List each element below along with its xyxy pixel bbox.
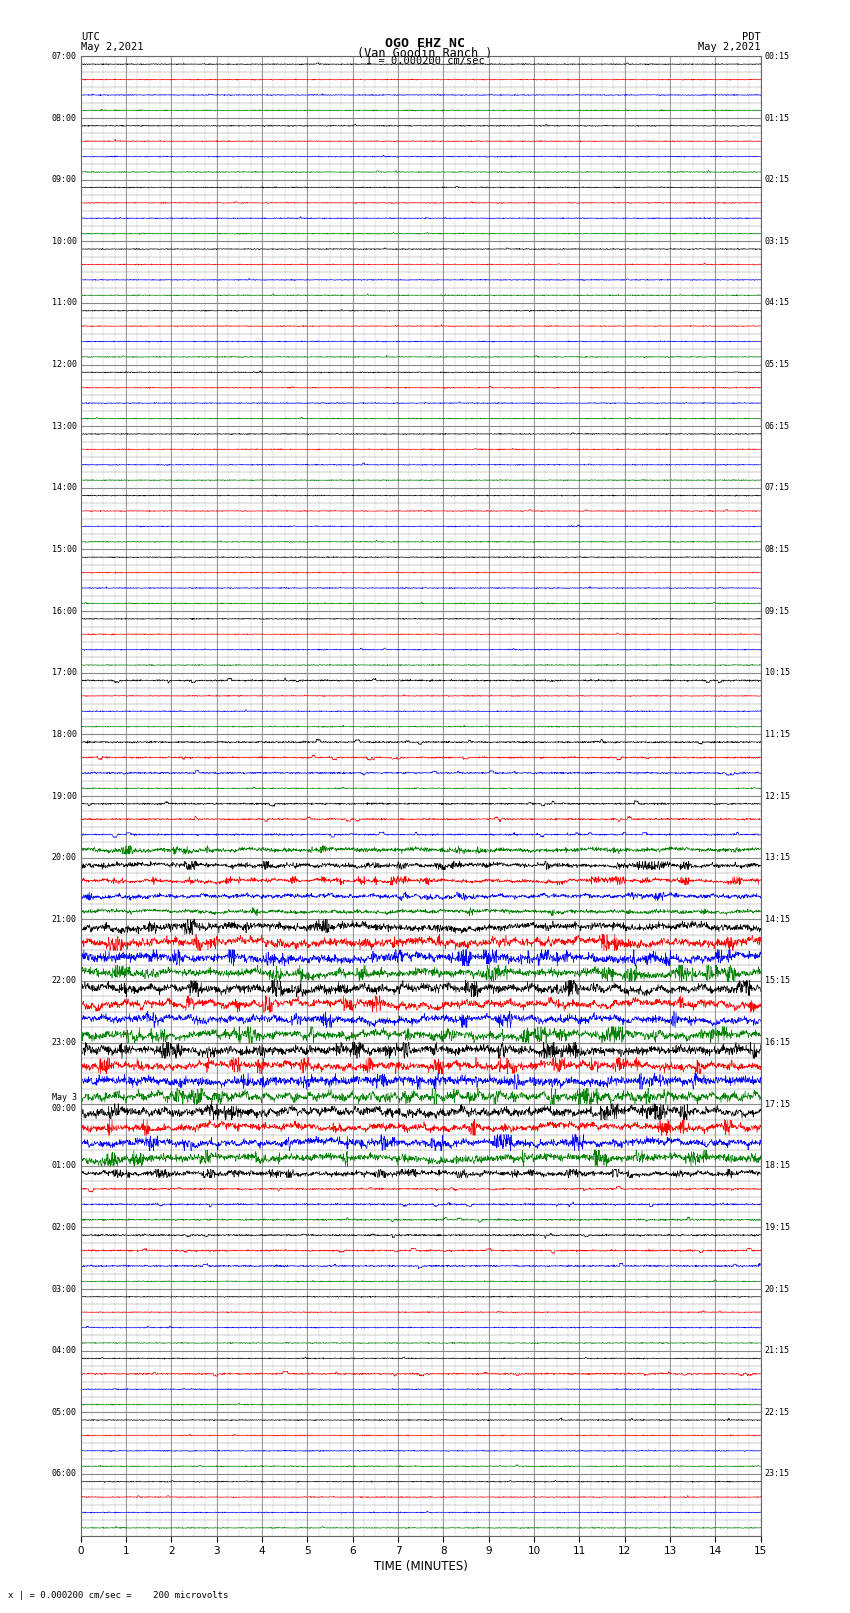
Text: 23:00: 23:00 (52, 1039, 76, 1047)
Text: 10:00: 10:00 (52, 237, 76, 245)
Text: 12:00: 12:00 (52, 360, 76, 369)
Text: 04:00: 04:00 (52, 1347, 76, 1355)
Text: 00:15: 00:15 (765, 52, 790, 61)
Text: 20:00: 20:00 (52, 853, 76, 861)
Text: PDT: PDT (742, 32, 761, 42)
Text: UTC: UTC (81, 32, 99, 42)
Text: 10:15: 10:15 (765, 668, 790, 677)
Text: 17:00: 17:00 (52, 668, 76, 677)
Text: 03:00: 03:00 (52, 1284, 76, 1294)
Text: 19:15: 19:15 (765, 1223, 790, 1232)
Text: 02:15: 02:15 (765, 176, 790, 184)
Text: 20:15: 20:15 (765, 1284, 790, 1294)
Text: 18:00: 18:00 (52, 731, 76, 739)
Text: 16:15: 16:15 (765, 1039, 790, 1047)
Text: 22:15: 22:15 (765, 1408, 790, 1416)
Text: 19:00: 19:00 (52, 792, 76, 800)
Text: 13:15: 13:15 (765, 853, 790, 861)
Text: 11:00: 11:00 (52, 298, 76, 308)
Text: 11:15: 11:15 (765, 731, 790, 739)
Text: (Van Goodin Ranch ): (Van Goodin Ranch ) (357, 47, 493, 60)
Text: 14:15: 14:15 (765, 915, 790, 924)
Text: 07:00: 07:00 (52, 52, 76, 61)
Text: 18:15: 18:15 (765, 1161, 790, 1171)
Text: 08:15: 08:15 (765, 545, 790, 553)
Text: 17:15: 17:15 (765, 1100, 790, 1108)
Text: 01:00: 01:00 (52, 1161, 76, 1171)
Text: May 2,2021: May 2,2021 (698, 42, 761, 52)
Text: 21:00: 21:00 (52, 915, 76, 924)
Text: 15:00: 15:00 (52, 545, 76, 553)
Text: 06:00: 06:00 (52, 1469, 76, 1479)
Text: May 3: May 3 (52, 1092, 76, 1102)
Text: 08:00: 08:00 (52, 113, 76, 123)
Text: 07:15: 07:15 (765, 484, 790, 492)
Text: May 2,2021: May 2,2021 (81, 42, 144, 52)
Text: 23:15: 23:15 (765, 1469, 790, 1479)
Text: 09:00: 09:00 (52, 176, 76, 184)
X-axis label: TIME (MINUTES): TIME (MINUTES) (374, 1560, 468, 1573)
Text: 09:15: 09:15 (765, 606, 790, 616)
Text: 05:15: 05:15 (765, 360, 790, 369)
Text: 00:00: 00:00 (52, 1103, 76, 1113)
Text: 01:15: 01:15 (765, 113, 790, 123)
Text: 04:15: 04:15 (765, 298, 790, 308)
Text: OGO EHZ NC: OGO EHZ NC (385, 37, 465, 50)
Text: I = 0.000200 cm/sec: I = 0.000200 cm/sec (366, 56, 484, 66)
Text: 14:00: 14:00 (52, 484, 76, 492)
Text: 22:00: 22:00 (52, 976, 76, 986)
Text: 15:15: 15:15 (765, 976, 790, 986)
Text: 16:00: 16:00 (52, 606, 76, 616)
Text: 06:15: 06:15 (765, 421, 790, 431)
Text: 02:00: 02:00 (52, 1223, 76, 1232)
Text: x | = 0.000200 cm/sec =    200 microvolts: x | = 0.000200 cm/sec = 200 microvolts (8, 1590, 229, 1600)
Text: 12:15: 12:15 (765, 792, 790, 800)
Text: 21:15: 21:15 (765, 1347, 790, 1355)
Text: 13:00: 13:00 (52, 421, 76, 431)
Text: 05:00: 05:00 (52, 1408, 76, 1416)
Text: 03:15: 03:15 (765, 237, 790, 245)
